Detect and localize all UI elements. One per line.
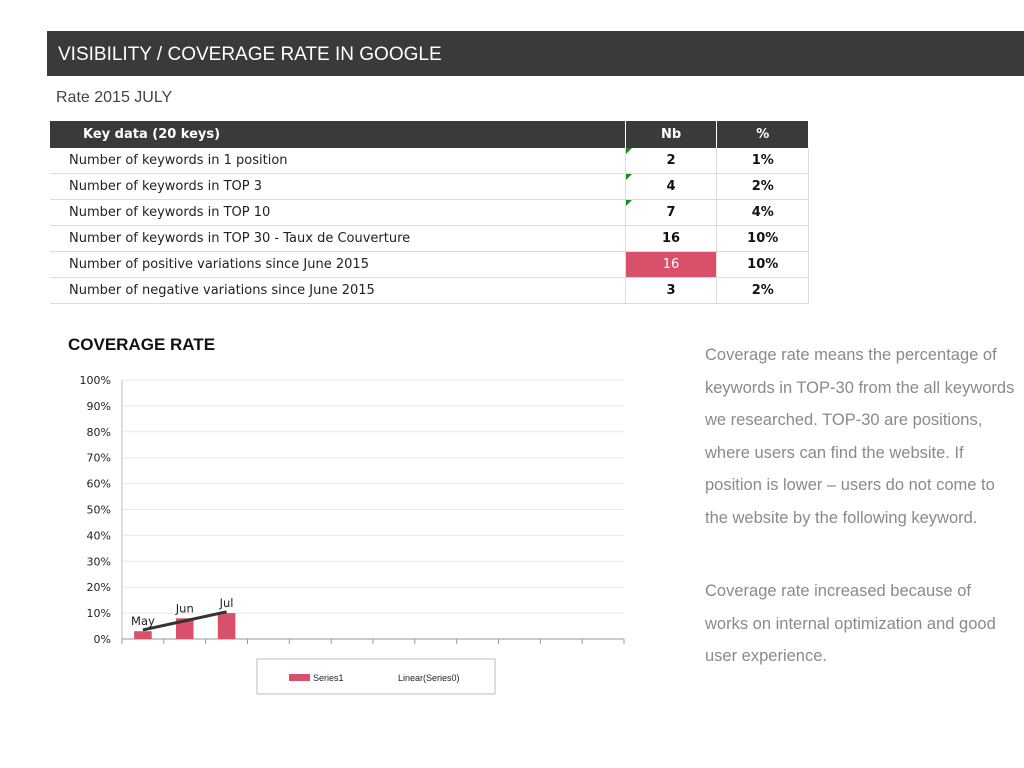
row-label: Number of keywords in TOP 3 <box>50 173 626 200</box>
row-nb-value: 2 <box>625 148 718 174</box>
table-row: Number of keywords in TOP 30 - Taux de C… <box>50 225 809 252</box>
y-tick-label: 0% <box>94 633 111 646</box>
y-tick-label: 10% <box>87 607 111 620</box>
y-tick-label: 50% <box>87 504 111 517</box>
y-tick-label: 70% <box>87 452 111 465</box>
table-row: Number of positive variations since June… <box>50 251 809 278</box>
coverage-rate-chart: 0% 10% 20% 30% 40% 50% 60% 70% 80% 90% 100% May Jun J… <box>80 374 625 695</box>
row-percent-value: 10% <box>716 225 809 252</box>
y-tick-label: 100% <box>80 374 111 387</box>
row-label: Number of negative variations since June… <box>50 277 626 304</box>
row-nb-value: 7 <box>625 199 718 226</box>
row-nb-value: 16 <box>625 225 718 252</box>
y-tick-label: 80% <box>87 426 111 439</box>
table-row: Number of keywords in TOP 10 7 4% <box>50 199 809 226</box>
bar <box>217 613 236 639</box>
nb-value-text: 16 <box>662 231 681 246</box>
column-header-nb: Nb <box>625 121 718 148</box>
category-label: Jun <box>175 601 194 615</box>
nb-value-text: 3 <box>666 283 676 298</box>
y-tick-label: 30% <box>87 555 111 568</box>
legend-swatch-series1 <box>289 674 310 681</box>
bar <box>175 618 194 639</box>
cell-note-marker-icon <box>625 148 632 154</box>
y-tick-label: 90% <box>87 400 111 413</box>
row-nb-value: 3 <box>625 277 718 304</box>
table-row: Number of keywords in TOP 3 4 2% <box>50 173 809 200</box>
cell-note-marker-icon <box>625 200 632 206</box>
chart-title: COVERAGE RATE <box>68 335 216 354</box>
cell-note-marker-icon <box>625 174 632 180</box>
key-data-table: Key data (20 keys) Nb % Number of keywor… <box>50 121 809 304</box>
legend-label-series1: Series1 <box>313 673 344 683</box>
category-label: May <box>131 614 155 628</box>
nb-value-text: 2 <box>666 153 676 168</box>
row-percent-value: 2% <box>716 173 809 200</box>
row-percent-value: 2% <box>716 277 809 304</box>
row-percent-value: 1% <box>716 148 809 174</box>
row-nb-value: 16 <box>625 251 718 278</box>
table-header-row: Key data (20 keys) Nb % <box>50 121 809 148</box>
table-row: Number of negative variations since June… <box>50 277 809 304</box>
table-row: Number of keywords in 1 position 2 1% <box>50 148 809 174</box>
trend-line <box>142 610 227 632</box>
y-tick-label: 40% <box>87 529 111 542</box>
column-header-percent: % <box>716 121 809 148</box>
row-label: Number of keywords in TOP 10 <box>50 199 626 226</box>
category-label: Jul <box>219 596 234 610</box>
nb-value-text: 4 <box>666 179 676 194</box>
report-subtitle: Rate 2015 JULY <box>56 89 173 106</box>
row-label: Number of keywords in 1 position <box>50 148 626 174</box>
row-label: Number of positive variations since June… <box>50 251 626 278</box>
row-percent-value: 4% <box>716 199 809 226</box>
description-paragraph-definition: Coverage rate means the percentage of ke… <box>705 346 1015 527</box>
legend-label-trend: Linear(Series0) <box>398 673 460 683</box>
table-body: Number of keywords in 1 position 2 1% Numbe… <box>50 148 809 304</box>
page-title: VISIBILITY / COVERAGE RATE IN GOOGLE <box>47 31 1024 76</box>
y-tick-label: 60% <box>87 478 111 491</box>
description: Coverage rate means the percentage of ke… <box>705 339 1015 673</box>
bar <box>134 631 152 639</box>
row-nb-value: 4 <box>625 173 718 200</box>
row-label: Number of keywords in TOP 30 - Taux de C… <box>50 225 626 252</box>
nb-value-text: 7 <box>666 205 676 220</box>
nb-value-text: 16 <box>662 257 680 272</box>
column-header-key-data: Key data (20 keys) <box>50 121 626 148</box>
description-paragraph-reason: Coverage rate increased because of works… <box>705 582 996 665</box>
row-percent-value: 10% <box>716 251 809 278</box>
y-tick-label: 20% <box>87 581 111 594</box>
